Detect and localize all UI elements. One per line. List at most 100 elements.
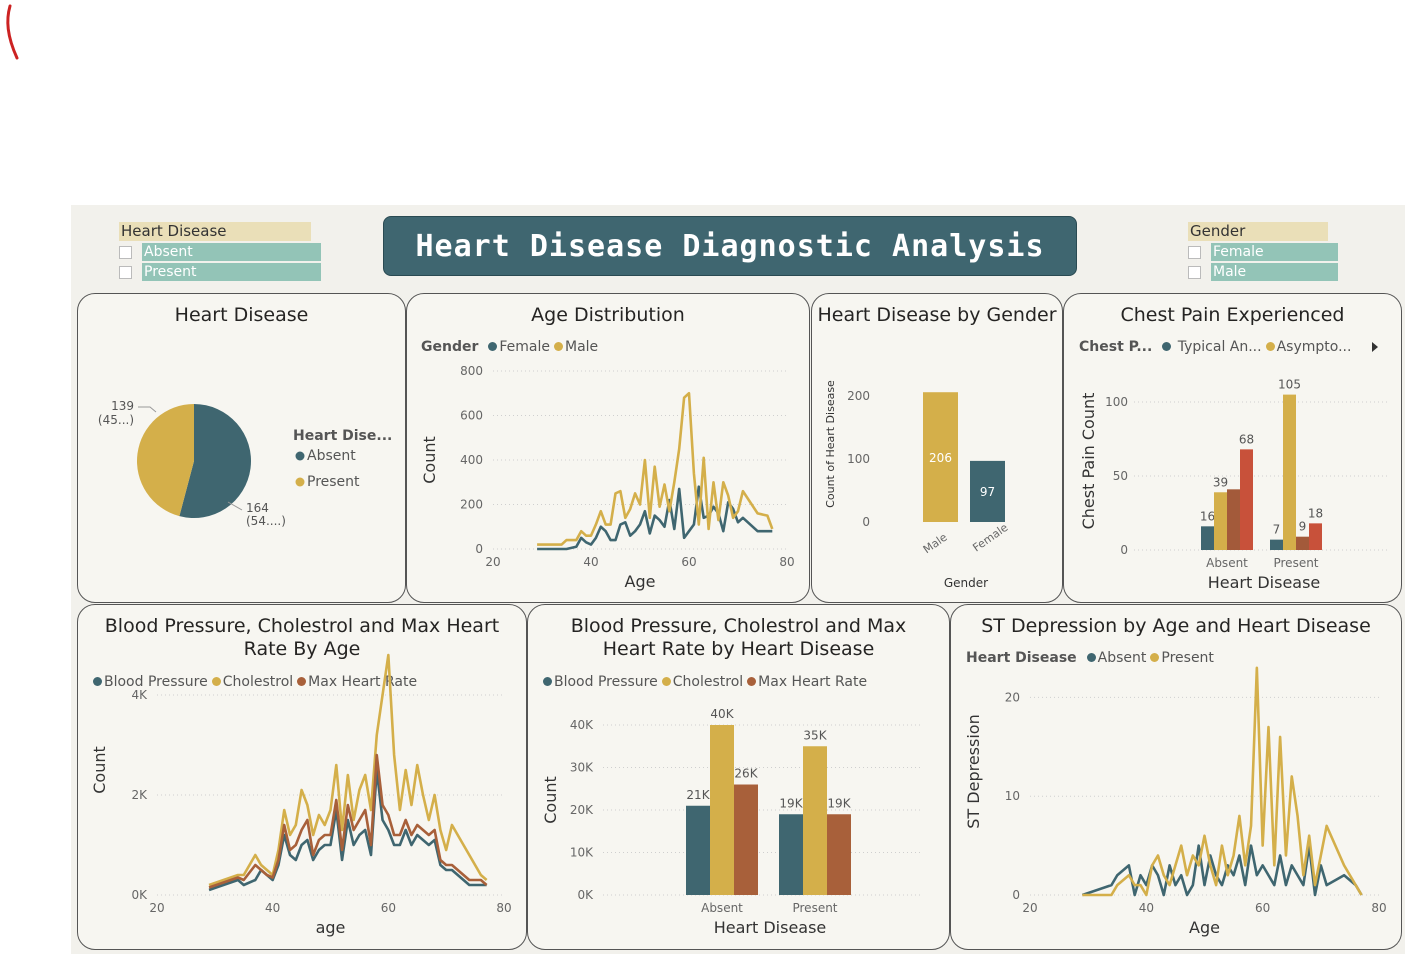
legend-item: Absent [307, 448, 356, 464]
checkbox[interactable] [119, 245, 132, 259]
checkbox[interactable] [1188, 245, 1201, 259]
legend-title: Heart Dise... [293, 428, 392, 444]
y-axis-title: Count [420, 436, 439, 484]
x-tick-label: 60 [681, 555, 696, 569]
legend-item[interactable]: Max Heart Rate [758, 674, 868, 690]
legend-dot [488, 342, 498, 351]
legend-dot [543, 677, 552, 686]
bar [1214, 492, 1227, 550]
legend-dot [554, 342, 563, 351]
bp-by-age-panel: Blood Pressure, Cholestrol and Max Heart… [77, 604, 527, 950]
bar [803, 746, 827, 895]
bar-data-label: 9 [1299, 520, 1307, 534]
chest-legend: Chest P... Typical An... Asympto... [1079, 339, 1351, 355]
y-tick-label: 20 [1005, 690, 1020, 704]
bar-data-label: 105 [1278, 378, 1301, 392]
legend-item[interactable]: Cholestrol [672, 674, 744, 690]
legend-item[interactable]: Cholestrol [222, 674, 294, 690]
bar [1270, 539, 1283, 550]
legend-dot [1162, 342, 1172, 351]
legend-item[interactable]: Female [499, 339, 550, 355]
y-tick-label: 30K [570, 761, 594, 775]
bar-data-label: 68 [1239, 432, 1254, 446]
legend-next-arrow-icon[interactable] [1370, 341, 1380, 353]
legend-item[interactable]: Typical An... [1177, 339, 1262, 355]
bar [686, 805, 710, 895]
st-line-chart: 0 10 20 20 40 60 80 Age ST Depression [964, 666, 1387, 937]
bar [827, 814, 851, 895]
series-line-present [1082, 666, 1363, 897]
bar-data-label: 18 [1308, 506, 1323, 520]
y-tick-label: 400 [460, 453, 483, 467]
legend-item[interactable]: Male [565, 339, 599, 355]
legend-dot [295, 451, 305, 461]
legend-title: Heart Disease [966, 650, 1077, 666]
legend-item[interactable]: Present [1161, 650, 1214, 666]
legend-dot [1086, 653, 1096, 662]
legend-item[interactable]: Blood Pressure [104, 674, 208, 690]
bar-data-label: 206 [929, 451, 952, 465]
dashboard-title: Heart Disease Diagnostic Analysis [383, 216, 1077, 276]
x-tick-label: 40 [583, 555, 598, 569]
series-line-blood-pressure [208, 768, 487, 892]
pie-pct-label: (45...) [98, 413, 134, 427]
st-legend: Heart Disease Absent Present [966, 650, 1214, 666]
x-axis-title: Age [1189, 918, 1220, 937]
legend-item[interactable]: Blood Pressure [554, 674, 658, 690]
x-axis-title: Gender [944, 576, 988, 590]
x-tick-label: Male [921, 530, 950, 556]
chest-pain-panel: Chest Pain Experienced Chest P... Typica… [1063, 293, 1402, 603]
gender-slicer: Gender Female Male [1188, 222, 1338, 281]
legend-item[interactable]: Asympto... [1276, 339, 1352, 355]
legend-dot [1150, 653, 1160, 662]
bar [1240, 449, 1253, 550]
bar-data-label: 19K [827, 796, 851, 810]
bar [1283, 394, 1296, 550]
x-tick-label: Present [792, 901, 837, 915]
y-tick-label: 0K [577, 888, 594, 902]
legend-dot [1265, 342, 1275, 351]
age-legend: Gender Female Male [421, 339, 598, 355]
slicer-option-male[interactable]: Male [1188, 263, 1338, 281]
x-axis-title: Heart Disease [1208, 573, 1321, 592]
slicer-option-absent[interactable]: Absent [119, 243, 321, 261]
x-tick-label: 80 [496, 901, 511, 915]
x-axis-title: Age [625, 572, 656, 591]
age-distribution-panel: Age Distribution Gender Female Male 0 200 40… [406, 293, 810, 603]
pie-pct-label: (54....) [246, 514, 286, 528]
panel-title: Age Distribution [531, 304, 685, 326]
x-tick-label: 20 [149, 901, 164, 915]
y-tick-label: 0 [862, 515, 870, 529]
slicer-option-present[interactable]: Present [119, 263, 321, 281]
y-axis-title: Count [90, 746, 109, 794]
x-tick-label: 80 [779, 555, 794, 569]
bar [1296, 536, 1309, 550]
st-depression-panel: ST Depression by Age and Heart Disease H… [950, 604, 1402, 950]
y-tick-label: 600 [460, 409, 483, 423]
y-tick-label: 0K [131, 888, 148, 902]
pie-slice-absent [179, 404, 251, 518]
checkbox[interactable] [1188, 265, 1201, 279]
legend-item[interactable]: Absent [1097, 650, 1147, 666]
y-axis-title: Count of Heart Disease [824, 380, 837, 508]
bar [779, 814, 803, 895]
slicer-option-label: Absent [142, 243, 321, 261]
slicer-header: Heart Disease [119, 222, 311, 241]
panel-title: Heart Disease [174, 304, 309, 326]
slicer-option-female[interactable]: Female [1188, 243, 1338, 261]
checkbox[interactable] [119, 265, 132, 279]
bp-age-line-chart: 0K 2K 4K 20 40 60 80 age Count [90, 653, 512, 937]
pie-value-label: 164 [246, 501, 269, 515]
bar-male [923, 392, 958, 522]
gender-bar-chart: 0 100 200 206 Male 97 Female Gender Count of Hea… [824, 380, 1011, 590]
series-line-max-heart-rate [208, 753, 488, 889]
x-tick-label: 80 [1371, 901, 1386, 915]
panel-title: Blood Pressure, Cholestrol and Max Heart… [104, 615, 500, 660]
legend-dot [211, 677, 221, 686]
bar [1227, 489, 1240, 550]
panel-title: Chest Pain Experienced [1120, 304, 1345, 326]
x-tick-label: 20 [1022, 901, 1037, 915]
x-tick-label: 20 [485, 555, 500, 569]
pie-chart: 164(54....) 139(45...) Heart Dise... Absent… [98, 399, 392, 528]
age-line-chart: 0 200 400 600 800 20 40 60 80 Age Count [420, 364, 795, 591]
